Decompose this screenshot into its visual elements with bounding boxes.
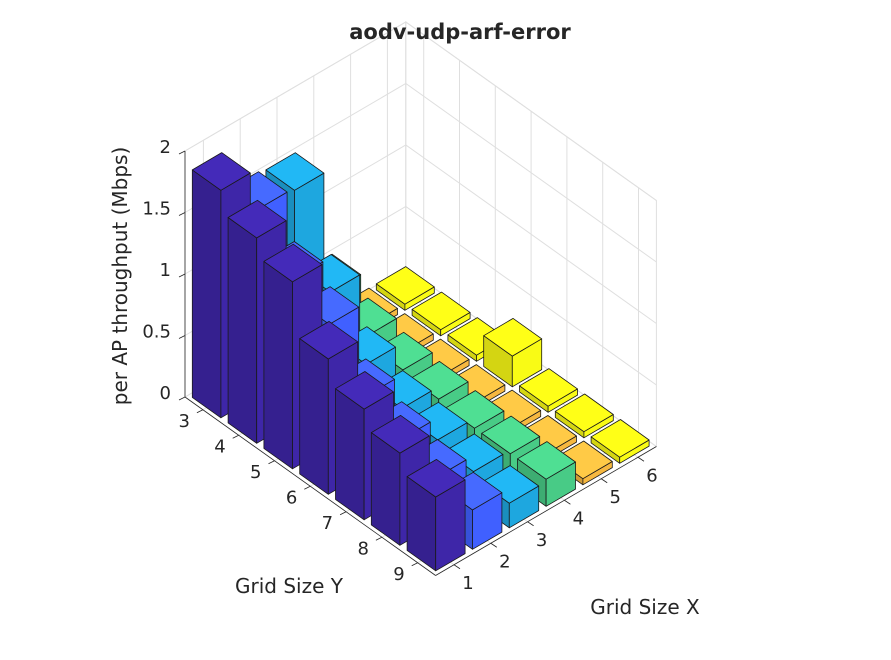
z-tick [178,273,186,278]
x-tick-label: 4 [573,508,584,529]
x-axis-line [435,446,657,576]
z-tick [178,212,186,216]
bar-face-top [411,291,471,331]
bar-face-side [263,260,293,470]
bar-x6-y7 [519,368,578,413]
bars-group [191,152,650,572]
bar-face-top [590,419,650,458]
bar-x6-y6 [483,317,543,388]
z-axis-label: per AP throughput (Mbps) [108,147,132,406]
y-tick-label: 5 [250,462,261,483]
y-tick-label: 3 [178,411,189,432]
bar-face-top [481,415,541,455]
bar-x1-y9 [406,458,466,572]
x-tick [600,478,608,484]
bar-face-top [483,317,543,357]
bar-face-top [263,243,323,283]
x-axis-label: Grid Size X [590,595,700,619]
bar-x6-y4 [411,291,471,337]
z-tick-label: 0 [160,383,171,404]
bar-x6-y8 [554,393,614,439]
ticks-group: 0 0.5 1 1.5 2 3 4 5 6 7 8 9 1 2 3 4 5 6 [142,137,657,594]
z-tick-label: 1 [160,260,171,281]
x-tick [453,564,461,570]
bar-face-top [335,371,394,410]
z-tick-label: 0.5 [142,322,171,343]
z-gridline [184,82,657,263]
bar-x6-y3 [375,266,435,311]
x-tick-label: 2 [499,551,510,572]
x-tick [637,456,645,462]
z-tick-label: 2 [160,137,171,158]
bar-face-top [191,152,251,191]
bar-face-side [335,388,365,521]
x-tick-label: 5 [609,487,620,508]
bar-face-top [227,199,287,239]
x-tick-label: 3 [536,530,547,551]
bar-face-top [299,320,359,360]
y-tick-label: 4 [214,436,225,457]
y-tick [232,434,239,439]
z-tick-label: 1.5 [142,199,171,220]
z-tick [178,150,186,155]
bar-face-side [299,338,329,495]
y-tick [375,536,383,541]
bar-face-top [265,152,325,191]
bar-x6-y9 [590,419,650,464]
y-tick-label: 7 [322,513,333,534]
y-tick [304,485,311,490]
z-tick [178,396,186,401]
y-tick-label: 9 [393,564,404,585]
y-axis-label: Grid Size Y [235,574,344,598]
bar-face-top [517,441,576,480]
y-tick [339,511,347,516]
y-tick [411,562,418,567]
x-tick [564,499,571,505]
z-gridline [184,21,657,201]
x-tick-label: 6 [646,465,657,486]
bar-face-top [370,414,430,454]
y-tick [196,409,204,414]
bar-face-side [227,217,258,444]
x-tick [527,521,534,527]
x-tick [490,542,498,548]
chart-title: aodv-udp-arf-error [349,20,571,44]
bar-face-top [406,458,466,498]
bar-face-top [519,368,578,407]
z-tick [178,335,186,339]
bar-face-top [554,393,614,433]
y-tick-label: 8 [357,538,368,559]
x-tick-label: 1 [462,573,473,594]
bar-face-side [191,169,222,419]
bar-face-top [375,266,435,305]
y-tick [268,460,275,465]
y-tick-label: 6 [286,487,297,508]
